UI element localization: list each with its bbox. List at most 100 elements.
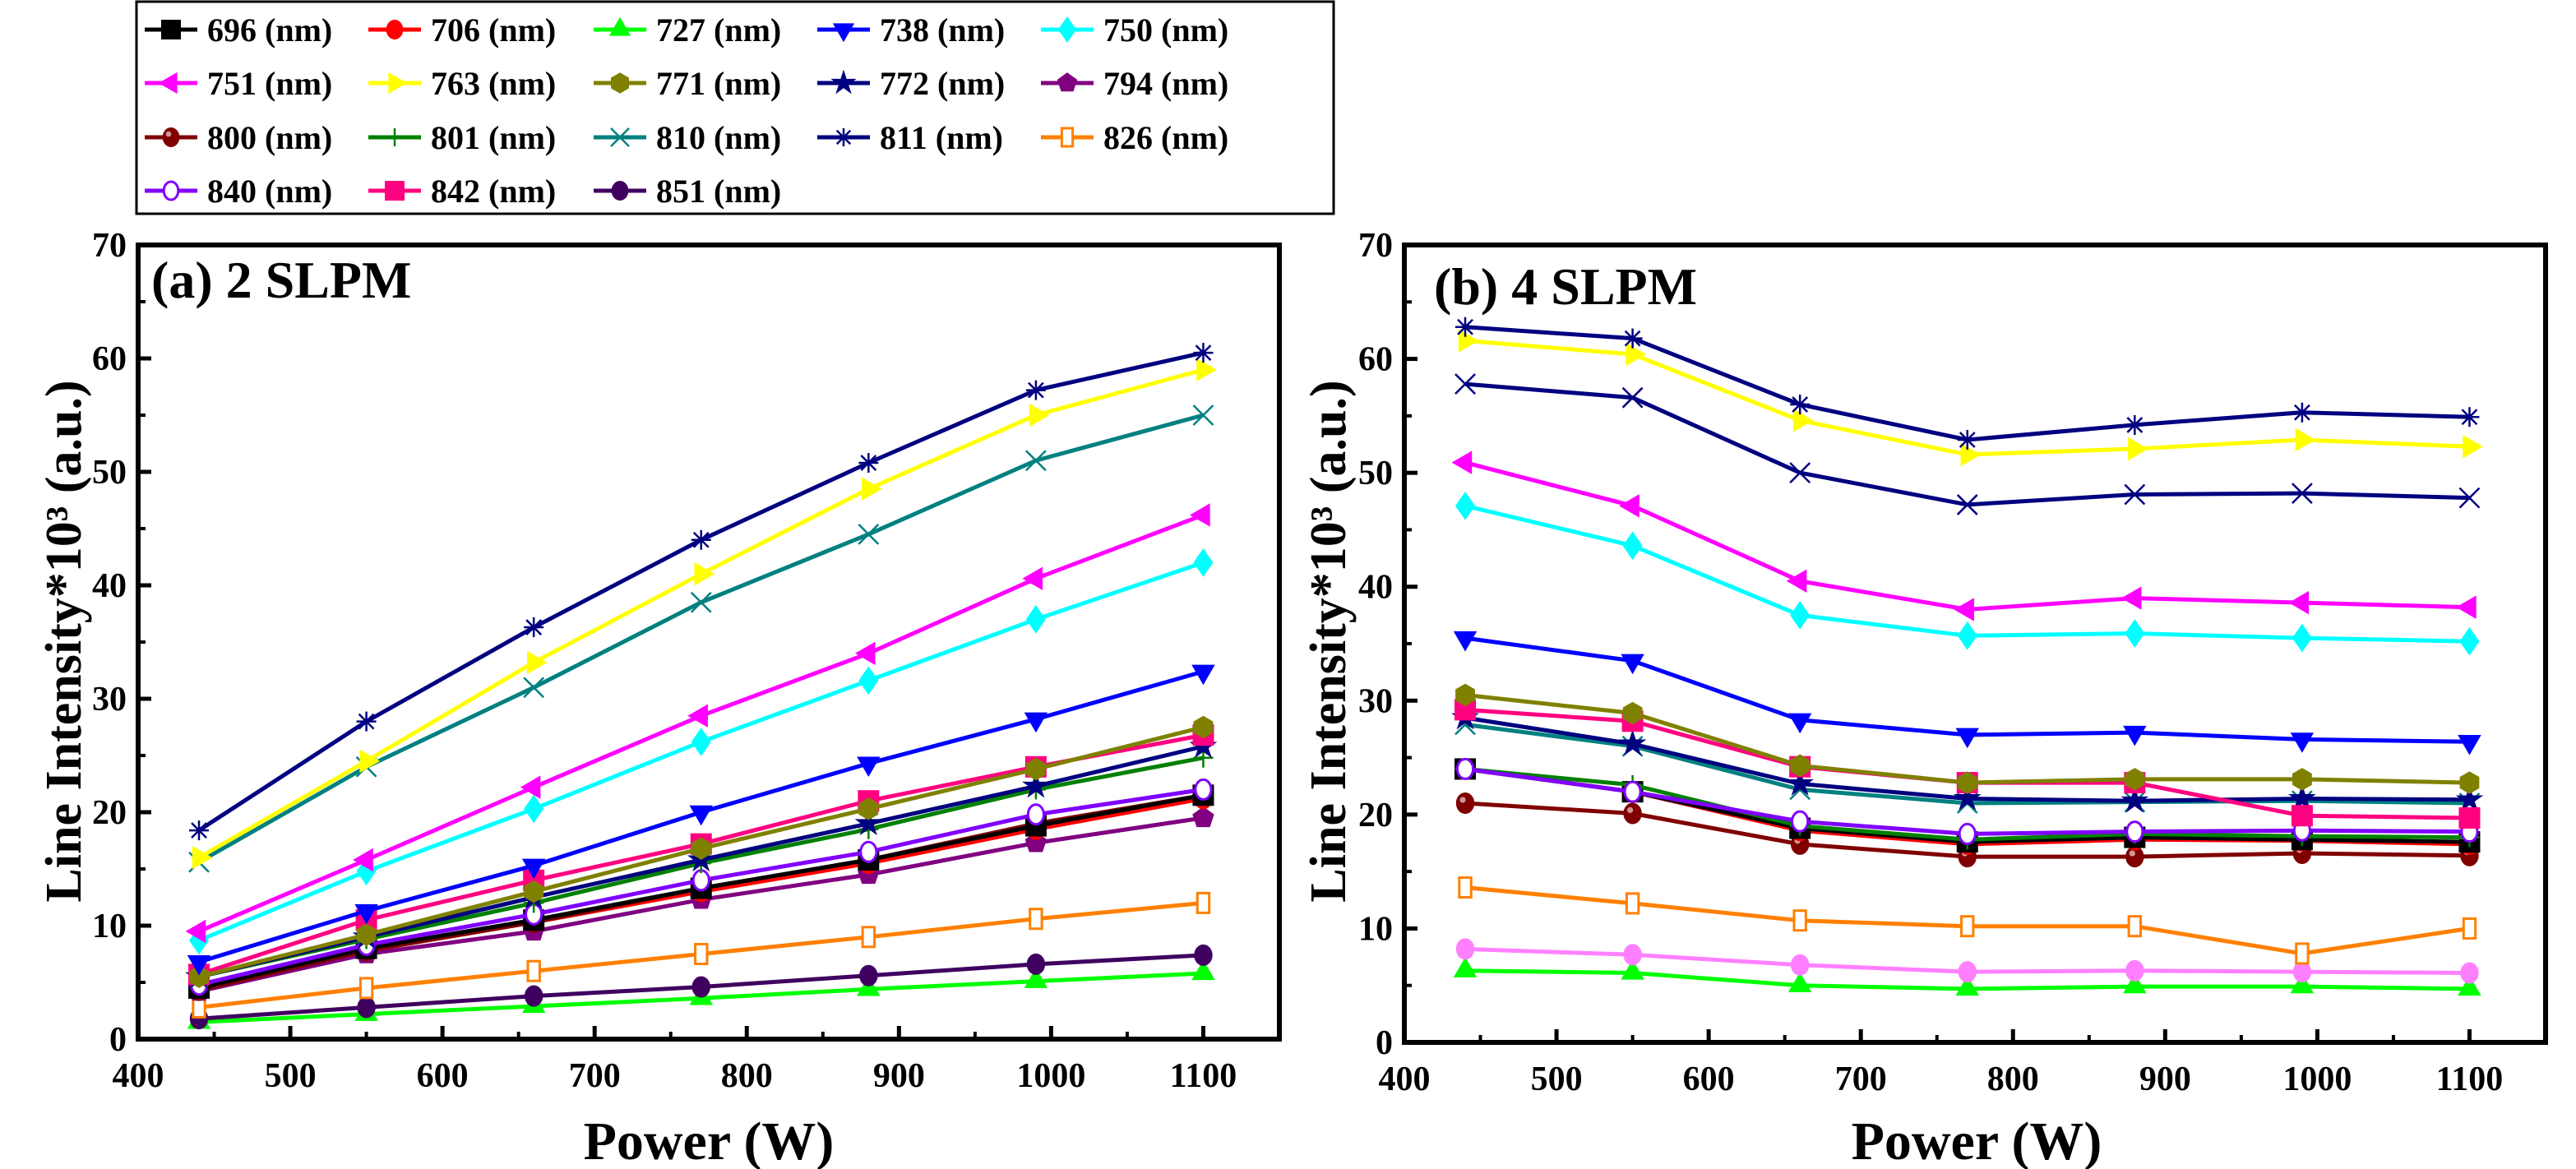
data-point: [1192, 404, 1214, 426]
data-point: [1022, 771, 1050, 798]
y-tick-label: 0: [109, 1021, 127, 1059]
data-point: [524, 985, 543, 1007]
data-point: [2292, 402, 2312, 423]
data-point: [2127, 915, 2143, 938]
data-point: [2120, 786, 2149, 813]
asterisk-marker: [356, 711, 377, 732]
open-square-marker: [1196, 891, 1211, 914]
triangle-down-marker: [521, 858, 546, 880]
square-marker: [385, 181, 405, 201]
triangle-left-marker: [1619, 494, 1639, 518]
data-point: [356, 923, 377, 946]
open-circle-icon: [162, 180, 180, 201]
x-marker: [2458, 487, 2481, 509]
open-circle-marker: [2125, 820, 2144, 843]
triangle-left-marker: [520, 775, 541, 799]
triangle-down-marker: [1453, 631, 1478, 652]
data-point: [1622, 531, 1643, 561]
triangle-down-marker: [2290, 732, 2315, 753]
triangle-left-marker: [158, 72, 178, 95]
asterisk-marker: [835, 128, 853, 146]
asterisk-marker: [1025, 380, 1046, 400]
data-point: [694, 943, 709, 965]
data-point: [691, 869, 710, 892]
x-tick-label: 400: [1379, 1060, 1431, 1098]
x-tick-label: 1000: [2282, 1060, 2352, 1098]
data-point: [1626, 342, 1646, 367]
data-point: [690, 591, 712, 613]
data-point: [1621, 959, 1644, 980]
triangle-down-marker: [1191, 664, 1215, 686]
star-marker: [830, 69, 857, 95]
triangle-right-marker: [862, 477, 882, 501]
triangle-right-marker: [1458, 329, 1479, 353]
data-point: [1029, 403, 1050, 427]
triangle-up-marker: [1024, 968, 1048, 988]
open-square-marker: [694, 943, 709, 965]
hexagon-marker: [1455, 683, 1475, 707]
data-point: [524, 794, 544, 824]
legend-label: 738 (nm): [880, 12, 1005, 49]
circle-icon: [611, 181, 629, 201]
data-point: [2459, 626, 2480, 656]
legend-label: 727 (nm): [656, 12, 781, 49]
star-marker: [1953, 783, 1982, 811]
data-point: [1953, 783, 1982, 811]
open-circle-marker: [1026, 803, 1045, 826]
circle-marker: [1958, 961, 1977, 983]
legend-label: 696 (nm): [207, 12, 332, 49]
square-icon: [385, 181, 405, 201]
star-marker: [2120, 786, 2149, 813]
hexagon-marker: [611, 72, 629, 94]
diamond-marker: [1455, 491, 1476, 520]
data-point: [1455, 792, 1475, 814]
data-point: [1191, 959, 1215, 981]
open-square-marker: [2295, 942, 2310, 965]
data-point: [1194, 944, 1213, 966]
diamond-marker: [1957, 621, 1977, 650]
data-point: [2292, 483, 2313, 504]
series-line: [1464, 635, 2470, 744]
legend-item: 706 (nm): [368, 12, 556, 49]
panel-b: (b) 4 SLPM Power (W) Line Intensity*10³ …: [1301, 227, 2548, 1169]
diamond-marker: [2125, 619, 2145, 648]
data-point: [1025, 605, 1046, 634]
triangle-right-icon: [388, 72, 408, 95]
legend-label: 771 (nm): [656, 65, 781, 102]
data-point: [2459, 407, 2480, 427]
series-842: [1454, 699, 2481, 829]
triangle-left-marker: [2288, 590, 2310, 615]
sphere-marker: [1623, 802, 1642, 825]
data-point: [859, 840, 878, 863]
x-marker: [1956, 494, 1978, 515]
triangle-right-marker: [2463, 435, 2483, 459]
legend-item: 811 (nm): [817, 119, 1003, 156]
data-point: [2120, 586, 2142, 610]
data-point: [521, 858, 546, 880]
legend-label: 800 (nm): [207, 119, 332, 156]
y-tick-label: 20: [92, 794, 127, 832]
data-point: [2458, 975, 2481, 996]
data-point: [1192, 806, 1214, 828]
data-point: [1026, 803, 1045, 826]
circle-marker: [1194, 944, 1213, 966]
data-point: [1790, 954, 1810, 976]
series-727: [1453, 957, 2481, 996]
triangle-right-marker: [359, 749, 380, 774]
diamond-marker: [2459, 626, 2480, 656]
triangle-down-marker: [857, 756, 881, 778]
data-point: [1458, 329, 1479, 353]
legend-label: 772 (nm): [880, 65, 1005, 102]
y-tick-label: 0: [1376, 1024, 1393, 1062]
data-point: [1618, 729, 1647, 756]
triangle-down-marker: [832, 23, 855, 43]
open-square-marker: [1029, 908, 1043, 931]
open-circle-marker: [1791, 810, 1810, 833]
triangle-up-marker: [2290, 973, 2315, 994]
data-point: [2295, 942, 2310, 965]
asterisk-marker: [1957, 429, 1977, 450]
x-marker: [1789, 462, 1811, 484]
data-point: [1623, 780, 1642, 803]
data-point: [691, 529, 711, 550]
x-tick-label: 700: [1835, 1060, 1887, 1098]
